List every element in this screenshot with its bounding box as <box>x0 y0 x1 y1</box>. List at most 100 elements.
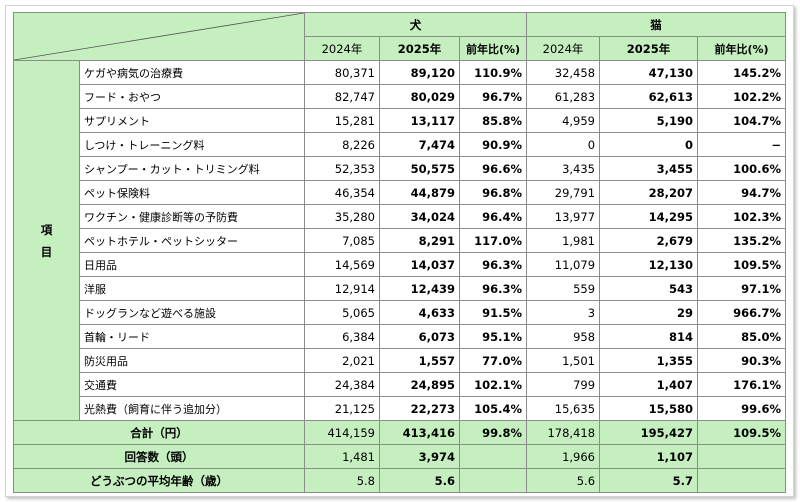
dog-2024-value: 82,747 <box>304 84 380 109</box>
dog-2025-value: 50,575 <box>379 156 460 181</box>
total-dog-yoy: 99.8% <box>458 420 528 445</box>
dog-yoy-value: 90.9% <box>458 132 528 157</box>
header-cat-2024: 2024年 <box>526 36 601 61</box>
row-label: シャンプー・カット・トリミング料 <box>79 156 305 181</box>
cat-2025-value: 62,613 <box>599 84 699 109</box>
table-row: ドッグランなど遊べる施設 5,065 4,633 91.5% 3 29 966.7% <box>14 300 787 325</box>
header-cat: 猫 <box>526 12 787 37</box>
dog-2025-value: 12,439 <box>379 276 460 301</box>
diagonal-line <box>14 13 304 60</box>
cat-yoy-value: 135.2% <box>697 228 787 253</box>
cat-yoy-value: 100.6% <box>697 156 787 181</box>
avg-age-cat-yoy-empty <box>697 468 787 493</box>
total-cat-2025: 195,427 <box>599 420 699 445</box>
cat-2025-value: 28,207 <box>599 180 699 205</box>
row-label: 光熱費（飼育に伴う追加分） <box>79 396 305 421</box>
cat-2024-value: 13,977 <box>526 204 601 229</box>
dog-yoy-value: 85.8% <box>458 108 528 133</box>
total-label: 合計（円） <box>13 420 305 445</box>
cat-2024-value: 1,981 <box>526 228 601 253</box>
side-label-item: 項 目 <box>13 60 80 421</box>
table-row: しつけ・トレーニング料 8,226 7,474 90.9% 0 0− <box>14 132 787 157</box>
avg-age-cat-2024: 5.6 <box>526 468 601 493</box>
header-dog-2024: 2024年 <box>304 36 380 61</box>
cat-2024-value: 958 <box>526 324 601 349</box>
cat-2024-value: 559 <box>526 276 601 301</box>
dog-yoy-value: 96.4% <box>458 204 528 229</box>
cat-2025-value: 543 <box>599 276 699 301</box>
cat-2024-value: 799 <box>526 372 601 397</box>
table-row: ペット保険料 46,354 44,879 96.8% 29,791 28,207 94.7% <box>14 180 787 205</box>
cat-2025-value: 14,295 <box>599 204 699 229</box>
cat-2025-value: 3,455 <box>599 156 699 181</box>
respondents-cat-yoy-empty <box>697 444 787 469</box>
dog-2025-value: 7,474 <box>379 132 460 157</box>
cat-2025-value: 2,679 <box>599 228 699 253</box>
dog-2025-value: 44,879 <box>379 180 460 205</box>
cat-2024-value: 3 <box>526 300 601 325</box>
dog-2025-value: 4,633 <box>379 300 460 325</box>
cat-2025-value: 814 <box>599 324 699 349</box>
dog-2024-value: 24,384 <box>304 372 380 397</box>
cat-yoy-value: 90.3% <box>697 348 787 373</box>
row-label: サプリメント <box>79 108 305 133</box>
row-label: 交通費 <box>79 372 305 397</box>
row-label: ペット保険料 <box>79 180 305 205</box>
avg-age-dog-yoy-empty <box>458 468 528 493</box>
table-row: 日用品 14,569 14,037 96.3% 11,079 12,130 109.5% <box>14 252 787 277</box>
table-row: 首輪・リード 6,384 6,073 95.1% 958 814 85.0% <box>14 324 787 349</box>
row-label: 洋服 <box>79 276 305 301</box>
dog-2025-value: 34,024 <box>379 204 460 229</box>
respondents-dog-2025: 3,974 <box>379 444 460 469</box>
dog-yoy-value: 95.1% <box>458 324 528 349</box>
cat-2025-value: 1,407 <box>599 372 699 397</box>
dog-2025-value: 24,895 <box>379 372 460 397</box>
cat-yoy-value: 102.3% <box>697 204 787 229</box>
table-frame: 犬 猫 2024年 2025年 前年比(%) 2024年 2025年 前年比(%… <box>5 5 794 497</box>
total-dog-2025: 413,416 <box>379 420 460 445</box>
header-cat-2025: 2025年 <box>599 36 699 61</box>
respondents-label: 回答数（頭） <box>13 444 305 469</box>
row-label: ドッグランなど遊べる施設 <box>79 300 305 325</box>
dog-yoy-value: 96.8% <box>458 180 528 205</box>
cat-2024-value: 15,635 <box>526 396 601 421</box>
cat-yoy-value: 109.5% <box>697 252 787 277</box>
cat-2025-value: 15,580 <box>599 396 699 421</box>
dog-yoy-value: 102.1% <box>458 372 528 397</box>
table-row: ペットホテル・ペットシッター 7,085 8,291 117.0% 1,981 2,679… <box>14 228 787 253</box>
cat-yoy-value: 94.7% <box>697 180 787 205</box>
dog-yoy-value: 96.7% <box>458 84 528 109</box>
cat-2024-value: 1,501 <box>526 348 601 373</box>
dog-yoy-value: 96.3% <box>458 252 528 277</box>
table-row: ワクチン・健康診断等の予防費 35,280 34,024 96.4% 13,977 14,… <box>14 204 787 229</box>
dog-yoy-value: 117.0% <box>458 228 528 253</box>
dog-2025-value: 8,291 <box>379 228 460 253</box>
table-row: シャンプー・カット・トリミング料 52,353 50,575 96.6% 3,435 3,… <box>14 156 787 181</box>
dog-2024-value: 8,226 <box>304 132 380 157</box>
header-cat-yoy: 前年比(%) <box>697 36 787 61</box>
dog-2025-value: 80,029 <box>379 84 460 109</box>
table-row: フード・おやつ 82,747 80,029 96.7% 61,283 62,613 102.… <box>14 84 787 109</box>
side-label-char-1: 項 <box>40 222 53 237</box>
total-cat-2024: 178,418 <box>526 420 601 445</box>
cat-yoy-value: 966.7% <box>697 300 787 325</box>
row-label: ワクチン・健康診断等の予防費 <box>79 204 305 229</box>
dog-yoy-value: 96.6% <box>458 156 528 181</box>
dog-2025-value: 13,117 <box>379 108 460 133</box>
avg-age-dog-2024: 5.8 <box>304 468 380 493</box>
dog-2024-value: 12,914 <box>304 276 380 301</box>
dog-2024-value: 21,125 <box>304 396 380 421</box>
table-row: 防災用品 2,021 1,557 77.0% 1,501 1,355 90.3% <box>14 348 787 373</box>
row-label: ペットホテル・ペットシッター <box>79 228 305 253</box>
dog-2025-value: 89,120 <box>379 60 460 85</box>
respondents-dog-yoy-empty <box>458 444 528 469</box>
total-cat-yoy: 109.5% <box>697 420 787 445</box>
header-dog-2025: 2025年 <box>379 36 460 61</box>
respondents-cat-2025: 1,107 <box>599 444 699 469</box>
dog-yoy-value: 77.0% <box>458 348 528 373</box>
header-dog-yoy: 前年比(%) <box>458 36 528 61</box>
row-label: しつけ・トレーニング料 <box>79 132 305 157</box>
cat-yoy-value: 104.7% <box>697 108 787 133</box>
cat-2024-value: 3,435 <box>526 156 601 181</box>
avg-age-label: どうぶつの平均年齢（歳） <box>13 468 305 493</box>
